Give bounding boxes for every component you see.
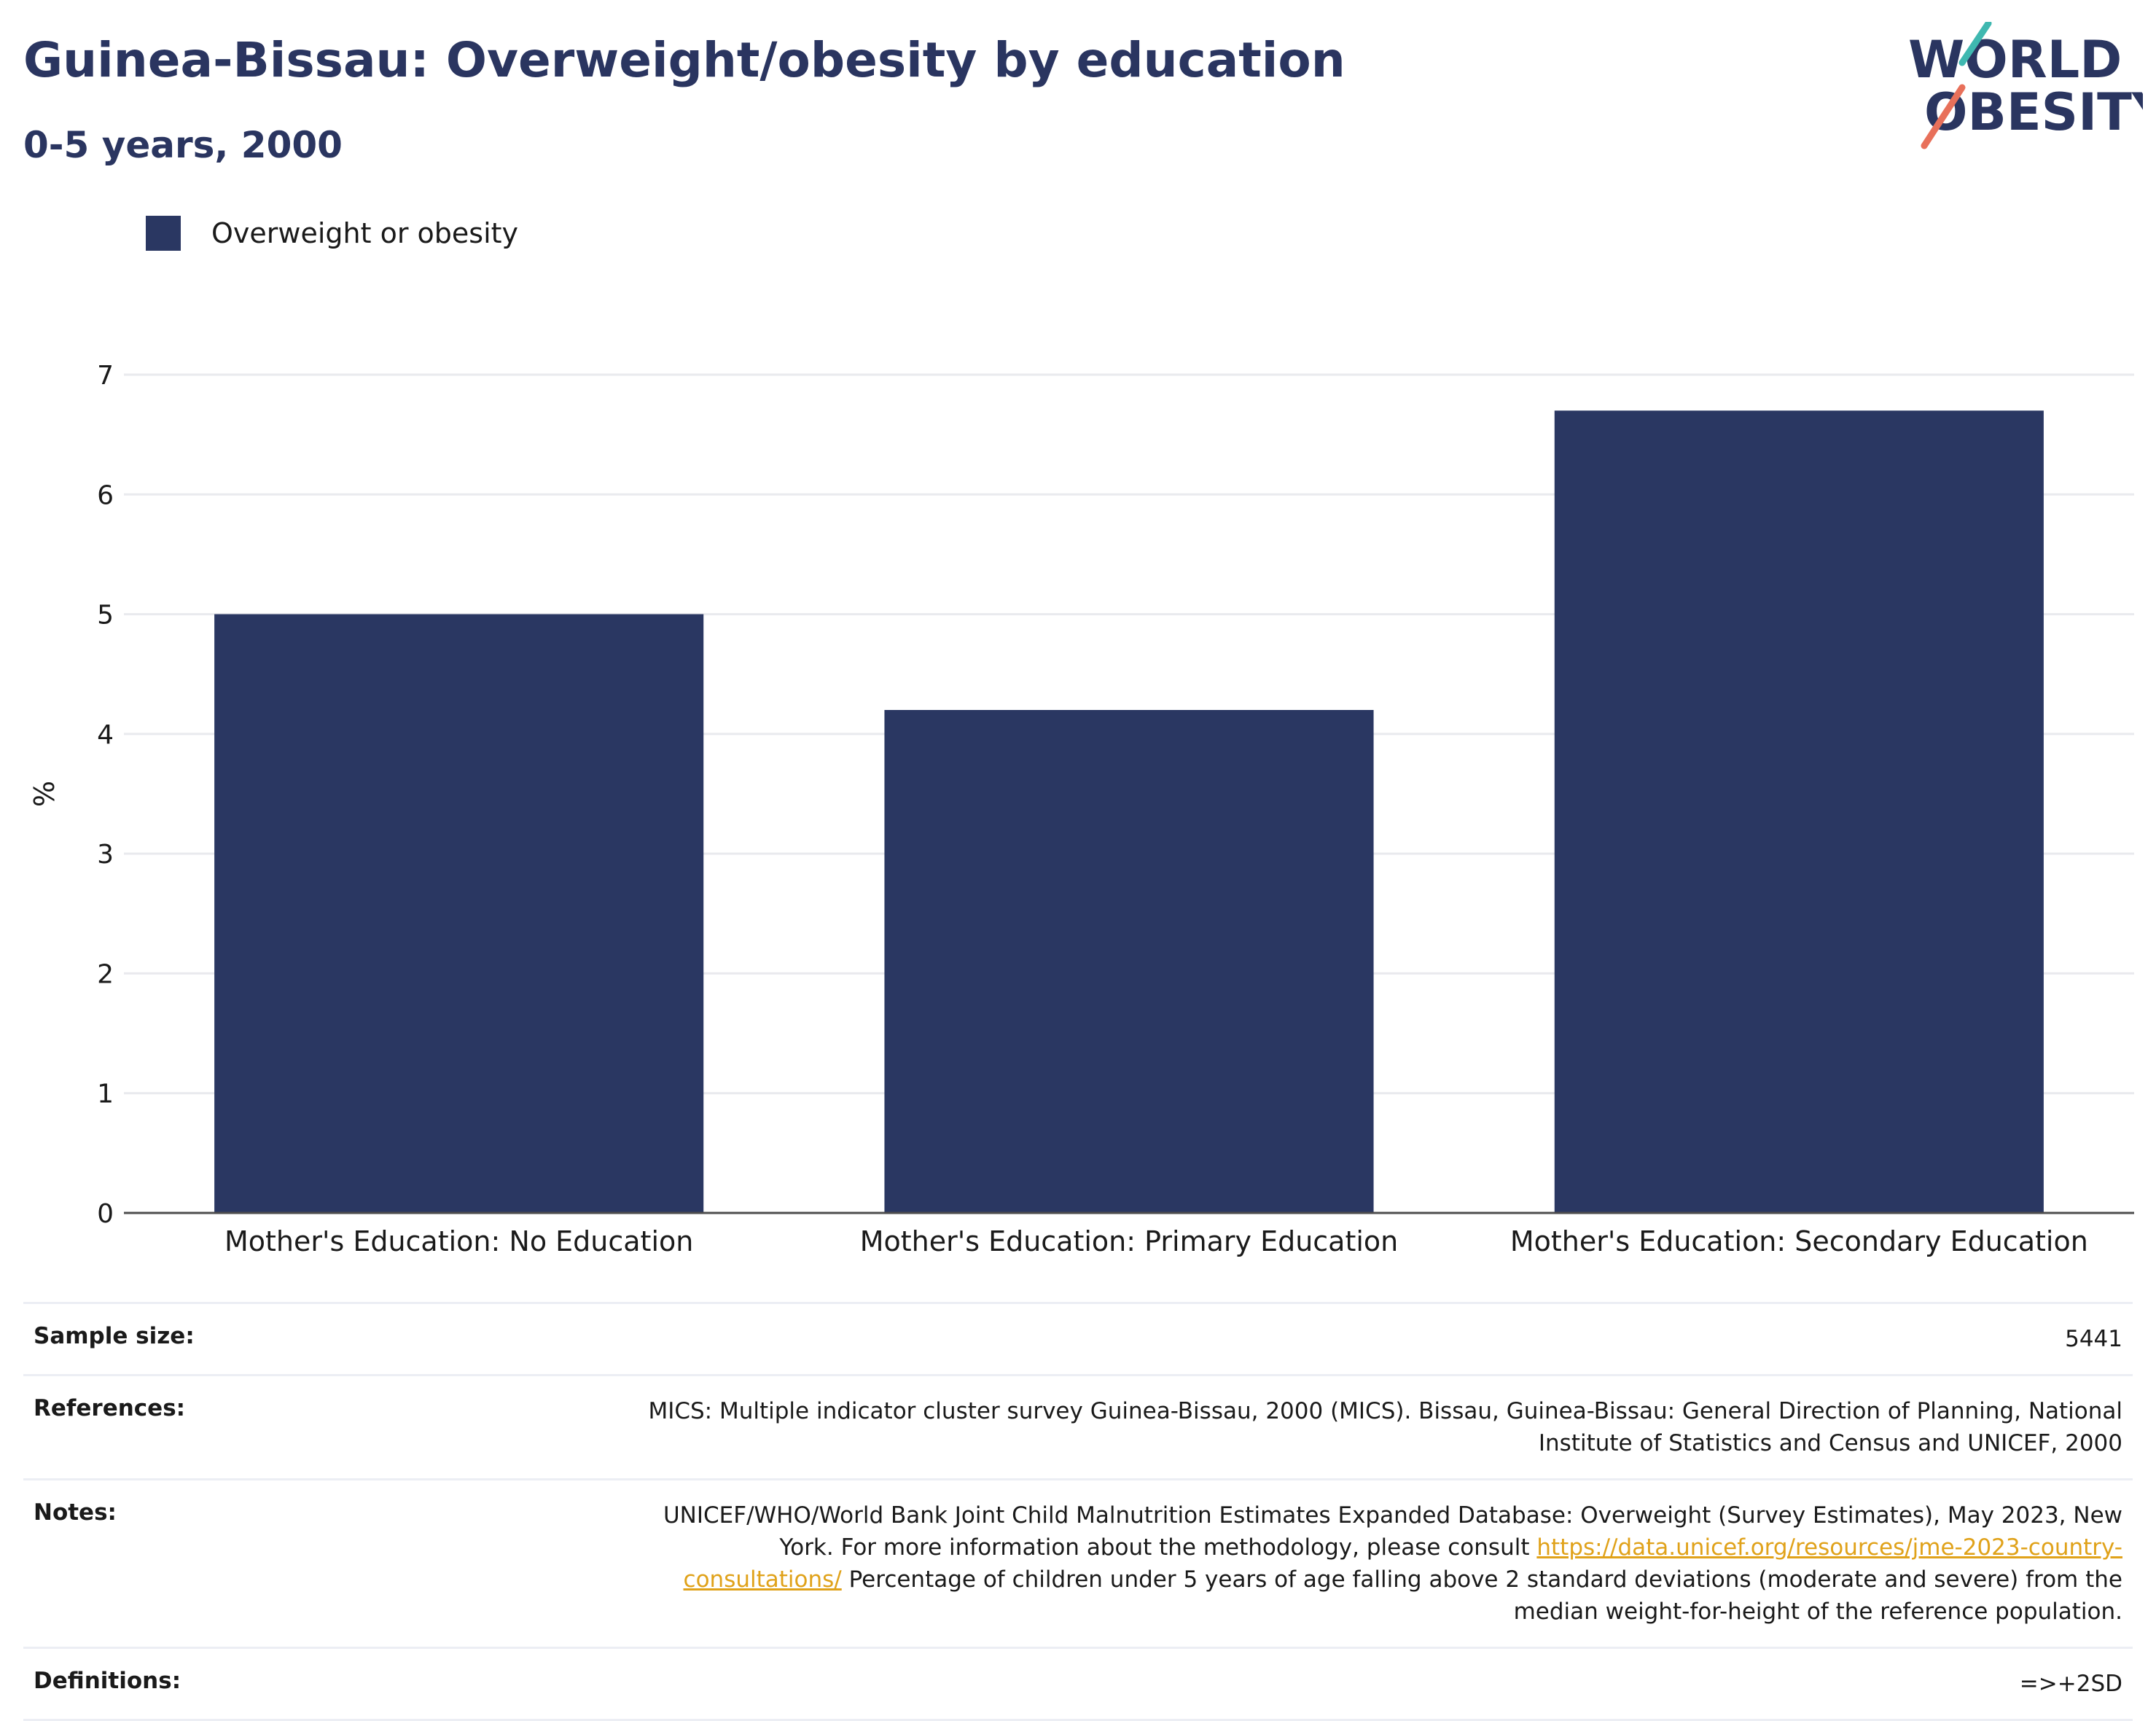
y-tick-label: 5 bbox=[97, 601, 114, 631]
x-category-label: Mother's Education: Primary Education bbox=[860, 1225, 1399, 1257]
bars bbox=[214, 410, 2044, 1214]
bar-chart: 0 1 2 3 4 5 6 7 Mother's Education: No Educatio… bbox=[28, 361, 2134, 1257]
x-category-label: Mother's Education: No Education bbox=[224, 1225, 693, 1257]
y-tick-label: 0 bbox=[97, 1199, 114, 1229]
world-obesity-logo: WORLD OBESITY bbox=[1895, 22, 2143, 153]
world-obesity-logo-mark: WORLD OBESITY bbox=[1908, 22, 2143, 149]
y-tick-labels: 0 1 2 3 4 5 6 7 bbox=[97, 361, 114, 1229]
notes-label: Notes: bbox=[34, 1499, 117, 1526]
x-category-label: Mother's Education: Secondary Education bbox=[1510, 1225, 2088, 1257]
legend-swatch bbox=[146, 216, 181, 251]
info-row-sample-size: Sample size: 5441 bbox=[23, 1302, 2133, 1374]
info-row-notes: Notes: UNICEF/WHO/World Bank Joint Child… bbox=[23, 1478, 2133, 1647]
sample-size-value: 5441 bbox=[2065, 1326, 2122, 1352]
definitions-value: =>+2SD bbox=[2019, 1671, 2122, 1697]
notes-text-suffix: Percentage of children under 5 years of … bbox=[841, 1566, 2122, 1625]
logo-line1: WORLD bbox=[1908, 30, 2122, 90]
chart-title: Guinea-Bissau: Overweight/obesity by edu… bbox=[23, 32, 1345, 88]
notes-text-prefix: UNICEF/WHO/World Bank Joint Child Malnut… bbox=[663, 1502, 2122, 1561]
sample-size-label: Sample size: bbox=[34, 1323, 195, 1349]
bar bbox=[884, 710, 1374, 1213]
y-tick-label: 4 bbox=[97, 720, 114, 750]
definitions-label: Definitions: bbox=[34, 1668, 181, 1694]
x-category-labels: Mother's Education: No Education Mother's… bbox=[224, 1225, 2088, 1257]
info-row-definitions: Definitions: =>+2SD bbox=[23, 1647, 2133, 1721]
y-tick-label: 7 bbox=[97, 361, 114, 391]
y-tick-label: 3 bbox=[97, 840, 114, 870]
logo-slash-red bbox=[1921, 84, 1966, 149]
y-tick-label: 1 bbox=[97, 1080, 114, 1109]
chart-legend: Overweight or obesity bbox=[146, 216, 518, 251]
y-axis-label: % bbox=[28, 781, 60, 807]
info-table: Sample size: 5441 References: MICS: Mult… bbox=[23, 1302, 2133, 1721]
notes-value: UNICEF/WHO/World Bank Joint Child Malnut… bbox=[636, 1499, 2122, 1628]
y-tick-label: 2 bbox=[97, 959, 114, 989]
references-label: References: bbox=[34, 1395, 186, 1421]
methodology-link[interactable]: https://data.unicef.org/resources/jme-20… bbox=[683, 1534, 2122, 1593]
chart-subtitle: 0-5 years, 2000 bbox=[23, 124, 343, 166]
y-tick-label: 6 bbox=[97, 480, 114, 510]
bar bbox=[1554, 410, 2044, 1214]
references-value: MICS: Multiple indicator cluster survey … bbox=[648, 1398, 2122, 1456]
bar bbox=[214, 614, 704, 1213]
info-row-references: References: MICS: Multiple indicator clu… bbox=[23, 1374, 2133, 1478]
legend-label: Overweight or obesity bbox=[211, 217, 519, 249]
logo-slash-teal bbox=[1958, 22, 1992, 66]
